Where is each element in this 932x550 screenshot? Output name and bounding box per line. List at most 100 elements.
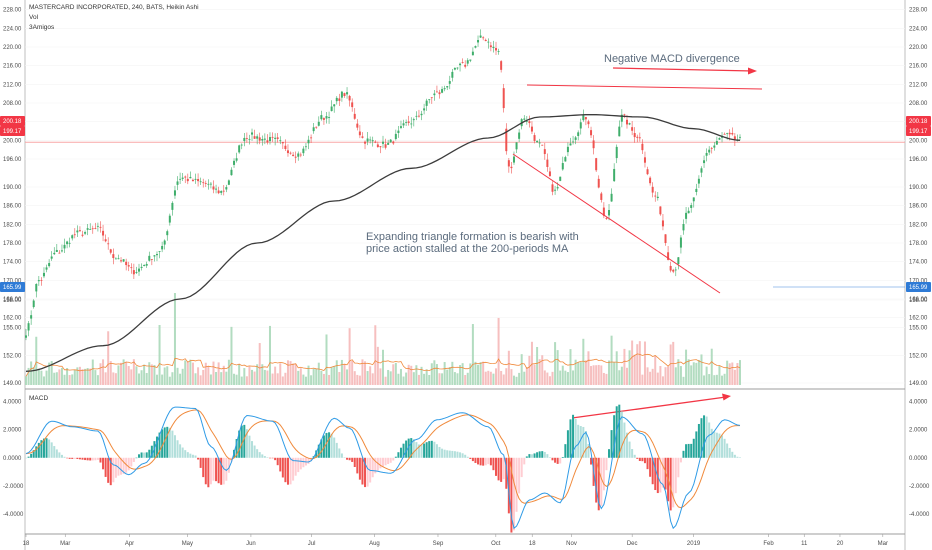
right-macd-tick-label: 0.0000 xyxy=(909,456,928,462)
candle-body xyxy=(325,116,328,119)
volume-bar xyxy=(348,328,351,385)
volume-bar xyxy=(58,369,61,385)
triangle-annotation-line1: Expanding triangle formation is bearish … xyxy=(366,231,579,243)
candle-body xyxy=(48,263,51,267)
macd-histogram-bar xyxy=(625,432,628,458)
candle-body xyxy=(330,106,333,112)
volume-bar xyxy=(428,374,431,385)
volume-bar xyxy=(30,361,33,385)
macd-histogram-bar xyxy=(371,457,374,478)
volume-bar xyxy=(179,373,182,385)
volume-bars xyxy=(25,293,741,385)
volume-bar xyxy=(726,360,729,385)
candle-body xyxy=(284,145,287,150)
volume-bar xyxy=(451,361,454,385)
candle-body xyxy=(649,177,652,184)
volume-bar xyxy=(459,365,462,385)
macd-histogram-bar xyxy=(204,457,207,485)
macd-histogram-bar xyxy=(81,457,84,460)
macd-histogram-bar xyxy=(633,454,636,458)
volume-bar xyxy=(55,372,58,385)
right-price-tick-label: 200.00 xyxy=(909,138,928,144)
candle-body xyxy=(679,237,682,248)
volume-bar xyxy=(256,364,259,385)
macd-histogram-bar xyxy=(651,457,654,485)
left-macd-tick-label: -2.0000 xyxy=(3,484,24,490)
volume-bar xyxy=(641,374,644,385)
right-price-tick-label: 224.00 xyxy=(909,26,928,32)
volume-bar xyxy=(435,364,438,385)
macd-histogram-bar xyxy=(677,457,680,478)
candle-body xyxy=(233,160,236,165)
macd-histogram-bar xyxy=(227,457,230,473)
macd-histogram-bar xyxy=(412,439,415,458)
candle-body xyxy=(461,62,464,63)
candle-body xyxy=(464,64,467,67)
macd-histogram-bar xyxy=(510,457,513,533)
volume-bar xyxy=(382,349,384,385)
macd-histogram-bar xyxy=(700,418,703,458)
candle-body xyxy=(397,130,400,133)
macd-histogram-bar xyxy=(643,457,646,464)
macd-histogram-bar xyxy=(256,449,259,458)
macd-histogram-bar xyxy=(554,457,557,463)
macd-histogram-bar xyxy=(161,429,164,458)
macd-histogram-bar xyxy=(528,454,531,458)
left-price-tick-label: 178.00 xyxy=(3,241,22,247)
macd-histogram-bar xyxy=(523,457,526,465)
macd-histogram-bar xyxy=(674,457,677,494)
candle-body xyxy=(471,51,474,56)
candle-body xyxy=(530,126,533,132)
macd-histogram-bar xyxy=(579,426,582,458)
macd-histogram-bar xyxy=(294,457,297,476)
macd-histogram-bar xyxy=(461,453,464,458)
candle-body xyxy=(554,189,557,191)
volume-bar xyxy=(338,372,341,385)
candle-body xyxy=(138,268,141,272)
macd-histogram-bar xyxy=(420,444,423,458)
volume-bar xyxy=(466,372,469,385)
candle-body xyxy=(253,136,256,139)
volume-bar xyxy=(343,363,346,385)
macd-histogram-bar xyxy=(721,435,724,458)
volume-bar xyxy=(289,361,292,385)
volume-bar xyxy=(618,370,621,385)
candle-body xyxy=(641,143,644,151)
candle-body xyxy=(104,239,107,242)
volume-bar xyxy=(610,335,613,385)
macd-histogram-bar xyxy=(207,457,210,488)
candle-body xyxy=(32,300,35,308)
macd-histogram-bar xyxy=(163,427,166,458)
macd-histogram-bar xyxy=(68,457,71,459)
candle-body xyxy=(474,46,477,48)
candle-body xyxy=(168,215,171,223)
candle-body xyxy=(94,228,97,229)
candle-body xyxy=(248,138,251,140)
volume-moving-average xyxy=(25,353,741,377)
right-price-tick-label: 220.00 xyxy=(909,45,928,51)
volume-bar xyxy=(708,374,711,385)
volume-bar xyxy=(566,372,569,385)
volume-bar xyxy=(430,363,433,385)
candle-body xyxy=(189,176,192,179)
candle-body xyxy=(667,252,670,260)
volume-bar xyxy=(78,366,81,385)
macd-histogram-bar xyxy=(248,435,251,458)
macd-histogram-bar xyxy=(258,452,261,458)
candle-body xyxy=(374,141,377,143)
volume-bar xyxy=(271,373,274,385)
volume-bar xyxy=(281,376,284,385)
volume-bar xyxy=(705,366,708,385)
left-price-tag-bg xyxy=(0,116,25,126)
volume-bar xyxy=(120,362,123,385)
volume-bar xyxy=(112,372,115,385)
macd-histogram-bar xyxy=(495,457,498,476)
candle-body xyxy=(695,188,698,193)
volume-bar xyxy=(703,375,706,385)
macd-histogram-bar xyxy=(435,444,438,458)
right-price-tag-bg xyxy=(906,116,931,126)
candle-body xyxy=(536,140,539,143)
volume-bar xyxy=(407,364,410,385)
volume-bar xyxy=(620,366,623,385)
